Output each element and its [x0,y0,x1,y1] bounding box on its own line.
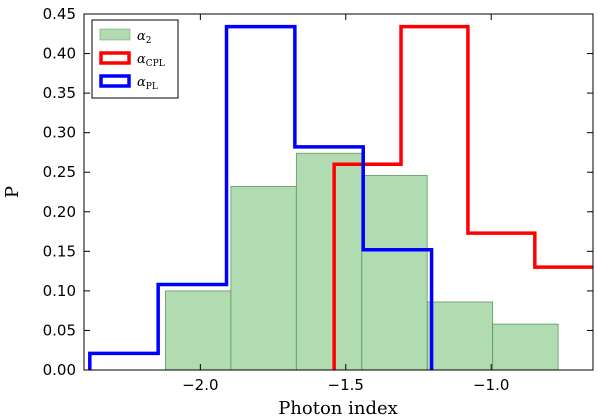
bar-alpha2-0 [165,290,232,370]
y-tick-label: 0.00 [43,361,76,379]
y-tick-label: 0.05 [43,321,76,339]
x-axis-label: Photon index [278,398,398,419]
bar-alpha2-4 [426,301,494,370]
step-line-series-2 [88,24,434,370]
y-axis-label: P [2,186,23,198]
legend-label-alpha2: α2 [137,29,152,46]
legend-swatch-alpha2 [99,28,131,41]
legend: α2 αCPL αPL [91,19,179,99]
legend-swatch-alpha-cpl [99,51,131,65]
x-tick-label: −1.5 [328,376,364,394]
legend-swatch-alpha-pl [99,74,131,88]
legend-label-alpha-cpl: αCPL [137,52,165,69]
step-line-series-1 [332,24,593,370]
y-tick-label: 0.40 [43,45,76,63]
y-tick-label: 0.30 [43,124,76,142]
y-tick-label: 0.45 [43,5,76,23]
y-tick-label: 0.10 [43,282,76,300]
plot-frame [83,13,594,371]
y-tick-label: 0.20 [43,203,76,221]
bars-layer [165,152,559,370]
legend-label-alpha-pl: αPL [137,75,158,92]
steps-layer [88,24,593,370]
bar-alpha2-3 [361,174,428,370]
y-tick-label: 0.35 [43,84,76,102]
bar-alpha2-5 [492,323,559,370]
x-tick-label: −2.0 [182,376,218,394]
ticks-layer: 0.00 0.05 0.10 0.15 0.20 0.25 0.30 0.35 0.40 0.45… [43,5,593,394]
y-tick-label: 0.25 [43,163,76,181]
x-tick-label: −1.0 [473,376,509,394]
y-tick-label: 0.15 [43,242,76,260]
bar-alpha2-1 [230,186,297,370]
bar-alpha2-2 [295,152,363,370]
